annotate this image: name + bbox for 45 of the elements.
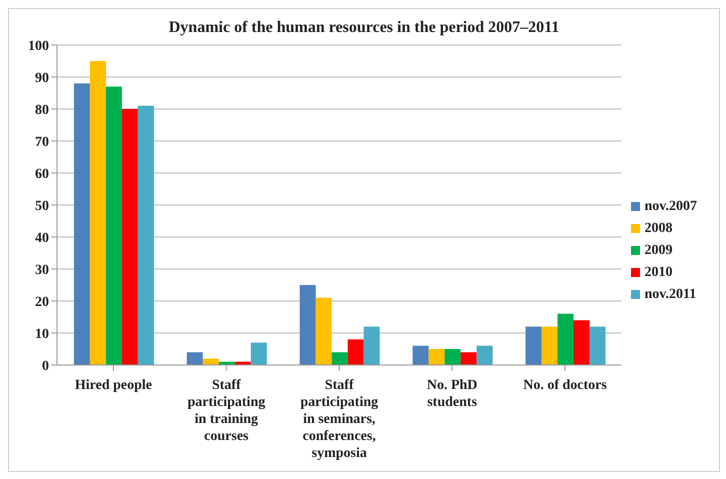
legend-label: 2008 [644,221,672,236]
y-tick-label: 60 [35,166,49,182]
x-tick-label: Hired people [74,378,152,393]
y-tick-label: 80 [35,102,49,118]
bar [300,285,316,365]
y-tick-label: 70 [35,134,49,150]
bar [74,83,90,365]
y-tick-label: 50 [35,198,49,214]
bar [202,358,219,365]
legend-label: nov.2007 [644,199,697,214]
y-tick-label: 90 [35,70,49,86]
bar [526,326,542,365]
x-tick-label: Staff participating in seminars, conferences, symposia [300,378,378,461]
legend-label: nov.2011 [644,287,696,302]
y-tick-label: 10 [35,326,49,342]
bar [332,352,348,365]
legend-label: 2009 [644,243,672,258]
bar [250,342,267,365]
bar [574,320,590,365]
bar [90,61,106,365]
chart-title: Dynamic of the human resources in the period 2007–2011 [168,19,560,37]
legend-label: 2010 [644,265,672,280]
bar [122,109,138,365]
x-tick-label: No. PhD students [426,378,478,410]
bar [444,349,461,365]
bar [186,352,203,365]
y-tick-label: 30 [35,262,49,278]
y-tick-label: 0 [42,358,49,374]
bar [460,352,477,365]
bar [316,298,332,365]
bar [590,326,606,365]
x-tick-label: No. of doctors [523,378,608,393]
y-tick-label: 40 [35,230,49,246]
bar [476,346,493,365]
y-tick-label: 100 [28,38,49,54]
bar [364,326,380,365]
y-tick-label: 20 [35,294,49,310]
bar [428,349,445,365]
bar [138,106,154,365]
bar [542,326,558,365]
bar [106,86,122,365]
bar [412,346,429,365]
x-tick-label: Staff participating in training courses [187,378,266,444]
bar [348,339,364,365]
bar [558,314,574,365]
